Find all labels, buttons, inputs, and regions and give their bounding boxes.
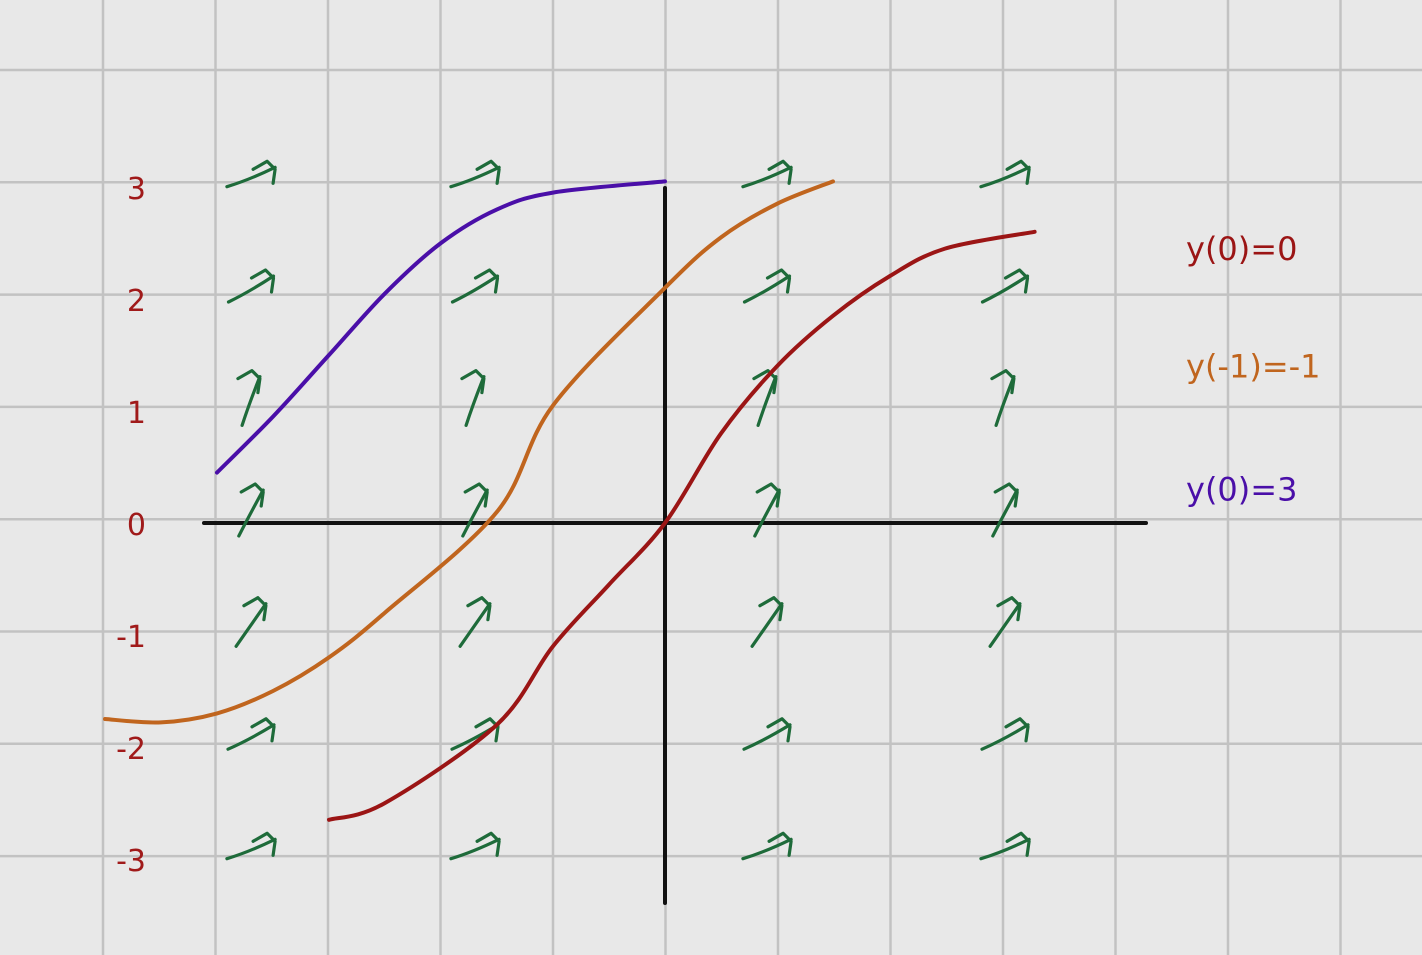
slope-mark — [991, 482, 1019, 538]
slope-mark — [990, 369, 1016, 427]
y-tick-label: 2 — [127, 284, 146, 319]
y-tick-label: 1 — [127, 396, 146, 431]
solution-curve-y-1-1 — [103, 179, 835, 725]
y-tick-label: 3 — [127, 172, 146, 207]
y-tick-label: -2 — [116, 732, 146, 767]
slope-marks — [225, 159, 1031, 861]
slope-mark — [742, 268, 792, 304]
axes — [202, 186, 1148, 905]
slope-mark — [237, 482, 265, 538]
legend-label: y(-1)=-1 — [1186, 347, 1321, 385]
slope-mark — [741, 831, 793, 861]
slope-mark — [988, 596, 1022, 648]
solution-curve-y-0-3 — [215, 179, 667, 475]
slope-mark — [449, 831, 501, 861]
slope-mark — [742, 717, 792, 751]
y-tick-label: 0 — [127, 508, 146, 543]
slope-mark — [980, 717, 1030, 751]
y-tick-labels: 3 2 1 0 -1 -2 -3 — [116, 172, 146, 879]
solution-curves — [103, 179, 1037, 822]
slope-mark — [236, 369, 262, 427]
y-tick-label: -3 — [116, 844, 146, 879]
slope-mark — [225, 831, 277, 861]
y-tick-label: -1 — [116, 620, 146, 655]
slope-mark — [980, 268, 1030, 304]
slope-mark — [461, 482, 489, 538]
legend-label: y(0)=0 — [1186, 230, 1297, 268]
slope-mark — [753, 482, 781, 538]
slope-mark — [234, 596, 268, 648]
slope-mark — [741, 159, 793, 189]
slope-mark — [226, 268, 276, 304]
slope-mark — [225, 159, 277, 189]
slope-mark — [449, 159, 501, 189]
slope-mark — [979, 159, 1031, 189]
slope-mark — [979, 831, 1031, 861]
legend-label: y(0)=3 — [1186, 471, 1297, 509]
slope-mark — [458, 596, 492, 648]
solution-curve-y-0-0 — [327, 229, 1037, 822]
legend: y(0)=0 y(-1)=-1 y(0)=3 — [1186, 230, 1321, 509]
slope-mark — [450, 268, 500, 304]
slope-mark — [750, 596, 784, 648]
slope-mark — [460, 369, 486, 427]
slope-mark — [226, 717, 276, 751]
slope-mark — [752, 369, 778, 427]
